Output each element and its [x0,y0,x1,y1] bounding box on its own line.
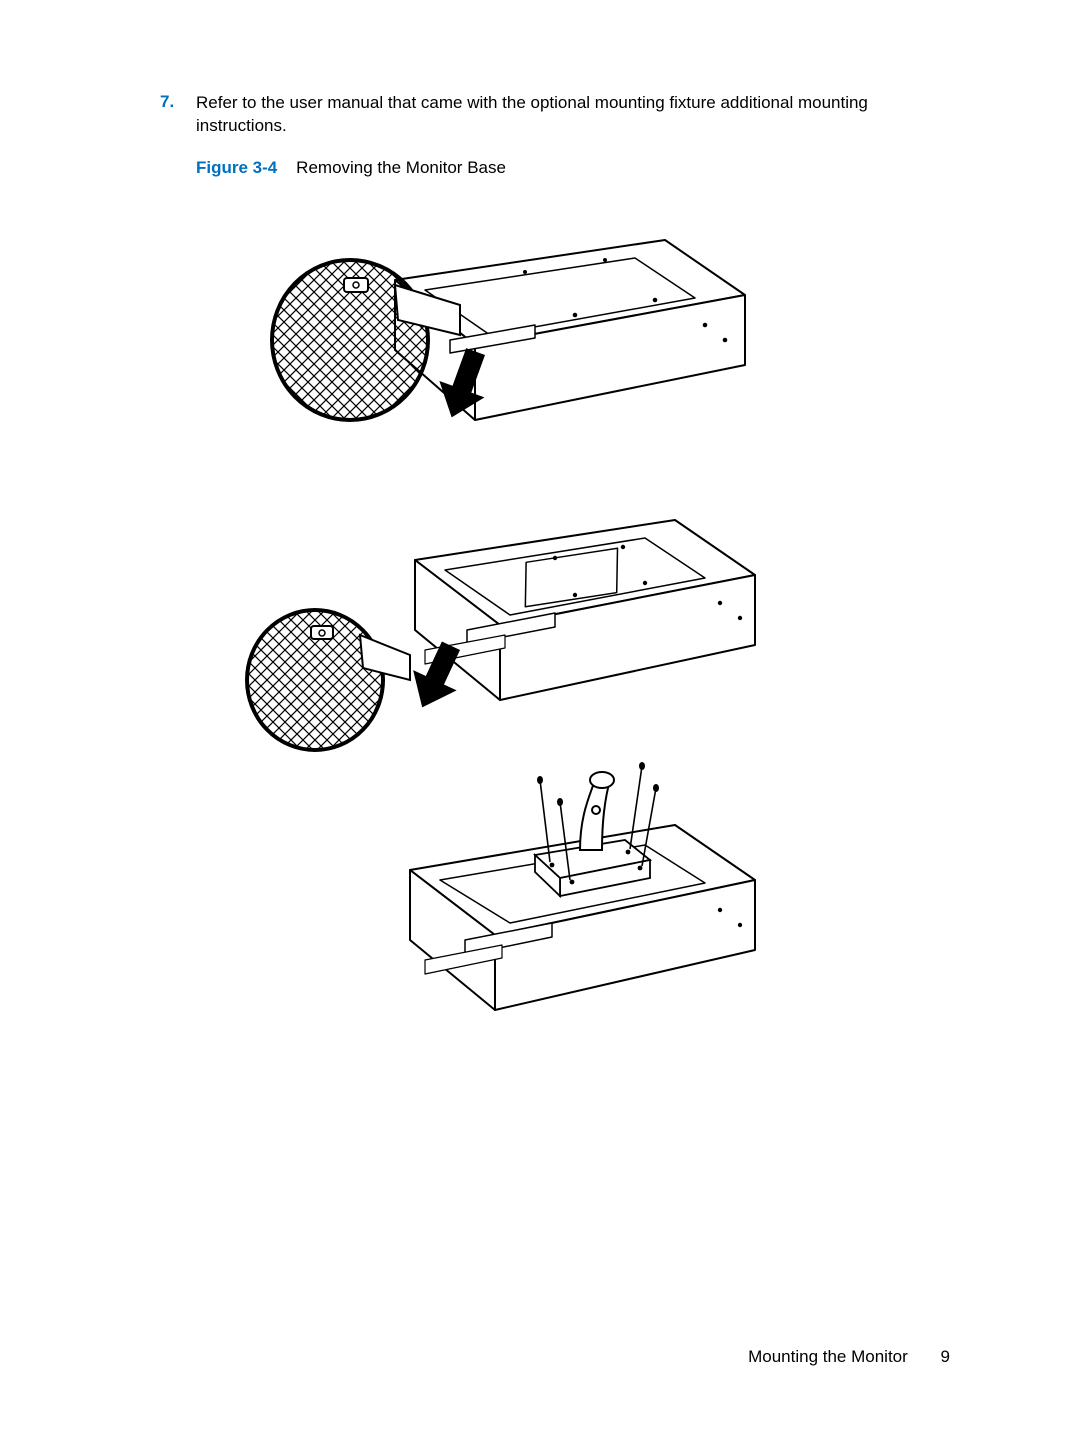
step-number: 7. [160,92,196,112]
page: 7. Refer to the user manual that came wi… [0,0,1080,1437]
footer-section-title: Mounting the Monitor [748,1347,908,1366]
figure-title: Figure 3-4 Removing the Monitor Base [196,158,950,178]
figure-label: Figure 3-4 [196,158,277,177]
figure-label-spacer [282,158,291,177]
page-footer: Mounting the Monitor 9 [748,1347,950,1367]
drawing-middle [247,520,755,750]
figure-illustration [230,200,850,1030]
step-text: Refer to the user manual that came with … [196,92,950,138]
footer-page-number: 9 [941,1347,950,1366]
figure-caption: Removing the Monitor Base [296,158,506,177]
step-item: 7. Refer to the user manual that came wi… [160,92,950,138]
drawing-bottom [410,762,755,1010]
content-block: 7. Refer to the user manual that came wi… [160,92,950,178]
drawing-top [272,240,745,426]
